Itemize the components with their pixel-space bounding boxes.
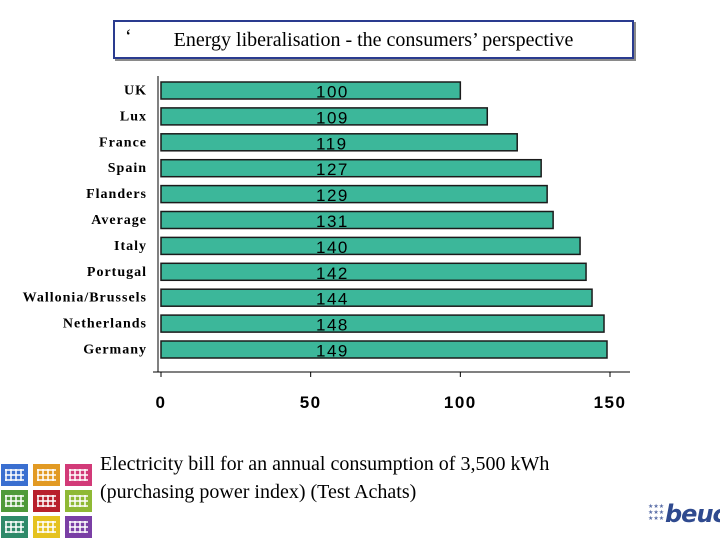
category-label: Netherlands <box>63 317 147 332</box>
category-label: Portugal <box>87 265 147 280</box>
logo-tile <box>1 464 28 486</box>
caption-line-1: Electricity bill for an annual consumpti… <box>100 453 550 475</box>
beuc-logo: ★★★ ★★★ ★★★ beuc <box>645 498 720 538</box>
category-label: Average <box>91 213 147 228</box>
logo-tile <box>65 464 92 486</box>
bar <box>160 262 587 282</box>
logo-tile <box>65 516 92 538</box>
logo-tile <box>1 516 28 538</box>
category-label: France <box>99 135 147 150</box>
title-quote-mark: ‘ <box>125 26 132 48</box>
data-label: 148 <box>316 316 349 335</box>
category-label: Lux <box>120 109 147 124</box>
bar <box>160 236 581 256</box>
bar <box>160 210 554 230</box>
category-label: UK <box>124 84 147 99</box>
category-label: Spain <box>108 161 147 176</box>
x-tick-label: 100 <box>444 393 477 412</box>
bar <box>160 158 542 178</box>
category-label: Italy <box>114 239 147 254</box>
data-label: 129 <box>316 186 349 205</box>
category-label: Wallonia/Brussels <box>23 291 147 306</box>
logo-tile <box>33 516 60 538</box>
data-label: 131 <box>316 212 349 231</box>
data-label: 100 <box>316 83 349 102</box>
logo-tile <box>65 490 92 512</box>
data-label: 142 <box>316 264 349 283</box>
stars-icon: ★★★ ★★★ ★★★ <box>648 503 665 522</box>
bar <box>160 133 518 152</box>
bar <box>160 314 605 333</box>
title-box: ‘ Energy liberalisation - the consumers’… <box>113 20 634 59</box>
caption-line-2: (purchasing power index) (Test Achats) <box>100 481 417 503</box>
data-label: 149 <box>316 342 349 361</box>
logo-tile <box>1 490 28 512</box>
x-tick-label: 0 <box>156 393 167 412</box>
data-label: 127 <box>316 160 349 179</box>
bar <box>160 81 462 100</box>
bar <box>160 288 593 307</box>
logo-tile <box>33 464 60 486</box>
x-tick-label: 150 <box>594 393 627 412</box>
data-label: 109 <box>316 108 349 127</box>
bar <box>160 184 548 204</box>
data-label: 119 <box>316 134 348 153</box>
bar-chart: UK 100 Lux 109 France 119 Spain 127 Flanders 129 A… <box>23 76 630 412</box>
category-label: Germany <box>83 343 147 358</box>
data-label: 140 <box>316 238 349 257</box>
x-tick-label: 50 <box>300 393 322 412</box>
slide-title: Energy liberalisation - the consumers’ p… <box>173 29 574 51</box>
category-label: Flanders <box>86 187 147 202</box>
logo-tile <box>33 490 60 512</box>
slide-caption: Electricity bill for an annual consumpti… <box>100 450 549 506</box>
data-label: 144 <box>316 290 349 309</box>
bar <box>160 340 608 359</box>
bar <box>160 107 489 126</box>
beuc-logo-text: beuc <box>665 500 720 528</box>
building-collage-logo <box>0 462 96 540</box>
